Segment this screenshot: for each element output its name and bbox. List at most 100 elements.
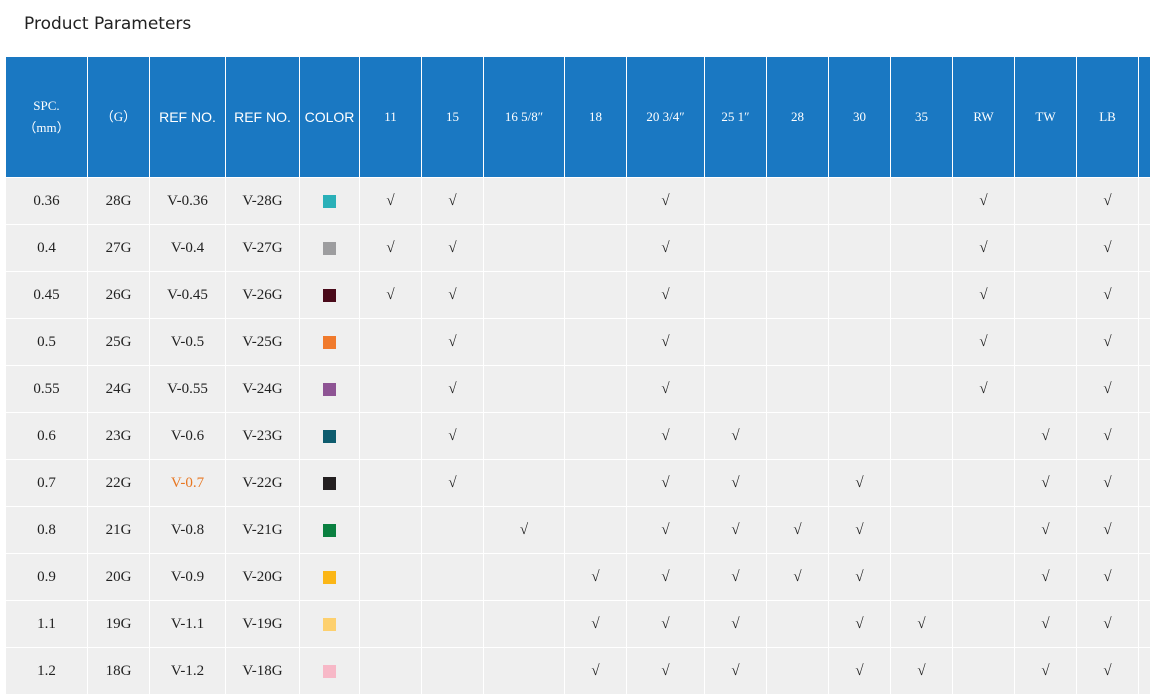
check-cell: √ xyxy=(704,459,767,507)
color-cell xyxy=(299,506,360,554)
check-cell xyxy=(564,459,627,507)
check-cell: √ xyxy=(952,177,1015,225)
color-cell xyxy=(299,271,360,319)
check-mark: √ xyxy=(591,662,600,679)
color-cell xyxy=(299,647,360,694)
check-cell: √ xyxy=(704,553,767,601)
check-cell: √ xyxy=(952,271,1015,319)
check-cell: √ xyxy=(952,365,1015,413)
check-cell: √ xyxy=(359,177,422,225)
check-cell xyxy=(564,365,627,413)
ref-cell: V-0.36 xyxy=(149,177,226,225)
check-cell: √ xyxy=(626,506,705,554)
table-row: 0.36 28G V-0.36 V-28G √ √ √ √ √ xyxy=(5,177,1150,225)
check-mark: √ xyxy=(448,286,457,303)
check-mark: √ xyxy=(661,333,670,350)
check-cell xyxy=(704,177,767,225)
check-cell: √ xyxy=(828,506,891,554)
check-cell: √ xyxy=(828,459,891,507)
check-cell xyxy=(704,365,767,413)
check-cell xyxy=(359,647,422,694)
check-cell xyxy=(828,412,891,460)
check-mark: √ xyxy=(661,192,670,209)
check-cell xyxy=(483,600,565,648)
ref-cell: V-24G xyxy=(225,365,300,413)
check-cell xyxy=(1138,412,1150,460)
ref-cell: V-19G xyxy=(225,600,300,648)
check-cell xyxy=(704,271,767,319)
check-mark: √ xyxy=(1041,427,1050,444)
check-cell xyxy=(421,647,484,694)
column-header: 35 xyxy=(890,57,953,178)
check-mark: √ xyxy=(661,239,670,256)
check-cell xyxy=(564,271,627,319)
check-mark: √ xyxy=(731,662,740,679)
check-mark: √ xyxy=(855,662,864,679)
check-cell xyxy=(766,459,829,507)
color-swatch xyxy=(323,664,336,678)
check-cell: √ xyxy=(626,318,705,366)
check-cell xyxy=(483,177,565,225)
column-header: LB xyxy=(1076,57,1139,178)
check-cell xyxy=(890,365,953,413)
check-cell: √ xyxy=(421,318,484,366)
check-cell xyxy=(890,412,953,460)
check-mark: √ xyxy=(1103,239,1112,256)
gauge-cell: 18G xyxy=(87,647,150,694)
check-cell: √ xyxy=(626,600,705,648)
column-header: 18 xyxy=(564,57,627,178)
check-cell xyxy=(483,647,565,694)
check-cell: √ xyxy=(1076,647,1139,694)
check-cell: √ xyxy=(1014,553,1077,601)
spc-cell: 0.5 xyxy=(5,318,88,366)
spc-cell: 0.8 xyxy=(5,506,88,554)
check-cell xyxy=(890,224,953,272)
check-mark: √ xyxy=(1041,568,1050,585)
check-cell: √ xyxy=(1076,553,1139,601)
check-mark: √ xyxy=(661,427,670,444)
check-cell xyxy=(1138,365,1150,413)
check-cell xyxy=(828,318,891,366)
check-cell: √ xyxy=(421,365,484,413)
check-mark: √ xyxy=(661,286,670,303)
check-mark: √ xyxy=(979,380,988,397)
check-mark: √ xyxy=(448,333,457,350)
gauge-cell: 28G xyxy=(87,177,150,225)
ref-cell: V-0.7 xyxy=(149,459,226,507)
check-cell xyxy=(1014,177,1077,225)
check-mark: √ xyxy=(979,333,988,350)
check-mark: √ xyxy=(448,474,457,491)
check-cell xyxy=(766,271,829,319)
check-cell: √ xyxy=(952,224,1015,272)
ref-cell: V-0.4 xyxy=(149,224,226,272)
check-cell xyxy=(890,553,953,601)
ref-cell: V-22G xyxy=(225,459,300,507)
table-row: 0.45 26G V-0.45 V-26G √ √ √ √ √ xyxy=(5,271,1150,319)
check-cell xyxy=(890,459,953,507)
check-mark: √ xyxy=(855,615,864,632)
spc-cell: 1.1 xyxy=(5,600,88,648)
check-mark: √ xyxy=(591,615,600,632)
check-mark: √ xyxy=(1103,333,1112,350)
check-cell xyxy=(483,365,565,413)
spc-cell: 0.45 xyxy=(5,271,88,319)
check-mark: √ xyxy=(386,286,395,303)
check-cell: √ xyxy=(564,647,627,694)
check-cell: √ xyxy=(421,271,484,319)
check-cell xyxy=(359,365,422,413)
check-mark: √ xyxy=(591,568,600,585)
spc-cell: 0.6 xyxy=(5,412,88,460)
check-cell: √ xyxy=(564,553,627,601)
ref-cell: V-0.5 xyxy=(149,318,226,366)
check-cell xyxy=(828,177,891,225)
color-swatch xyxy=(323,241,336,255)
ref-cell: V-27G xyxy=(225,224,300,272)
parameter-table: SPC. （mm） （G） REF NO. REF NO. COLOR 11 15 16 5/… xyxy=(5,57,1150,694)
check-cell xyxy=(1014,224,1077,272)
column-header: 30 xyxy=(828,57,891,178)
spc-cell: 1.2 xyxy=(5,647,88,694)
color-swatch xyxy=(323,288,336,302)
check-cell: √ xyxy=(1076,412,1139,460)
check-cell: √ xyxy=(421,412,484,460)
check-mark: √ xyxy=(386,192,395,209)
